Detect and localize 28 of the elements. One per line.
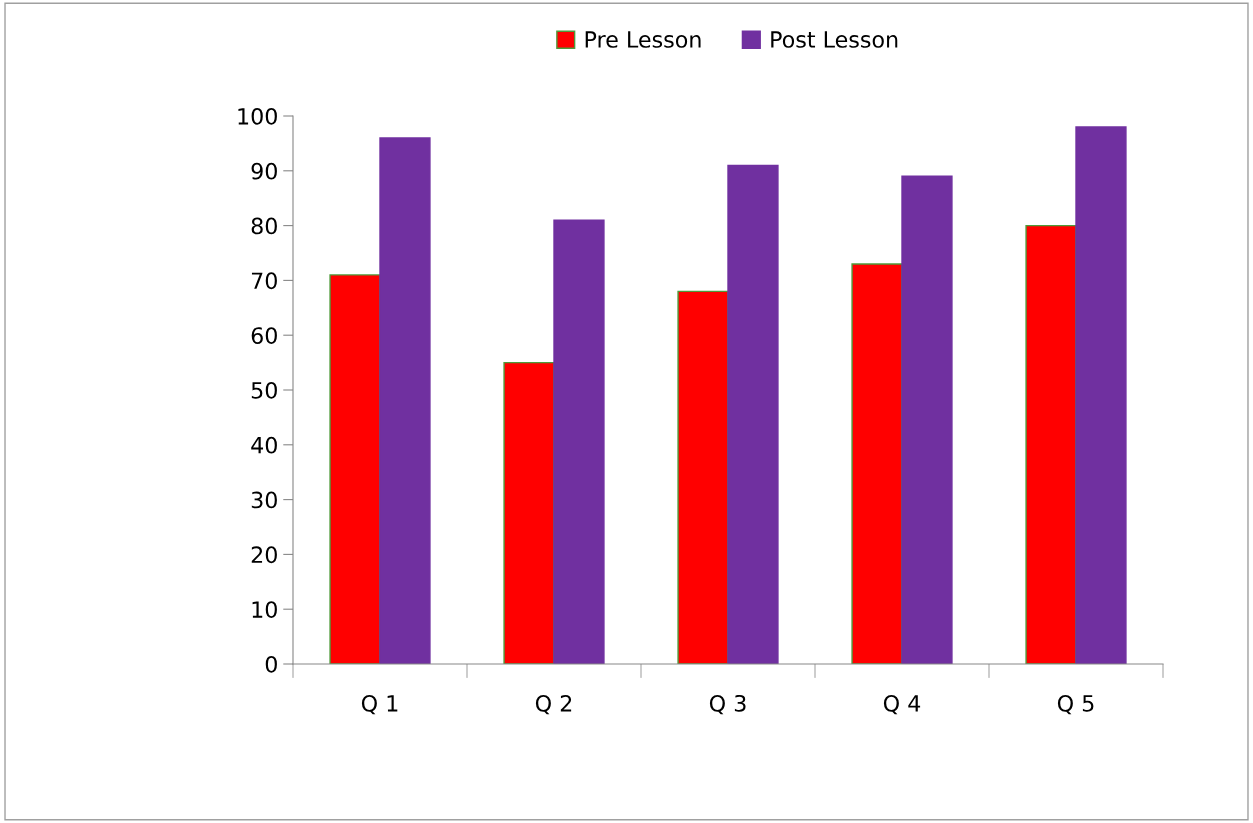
bar — [379, 137, 431, 664]
y-tick-label: 10 — [252, 601, 277, 618]
y-tick-label: 100 — [238, 107, 277, 125]
y-tick-label: 90 — [251, 162, 277, 180]
bar — [1025, 224, 1077, 664]
x-tick-label: Q 4 — [883, 694, 921, 715]
bar — [1075, 126, 1127, 664]
y-tick-label: 80 — [251, 217, 277, 235]
x-tick-label: Q 1 — [361, 694, 398, 715]
x-tick-label: Q 3 — [709, 694, 746, 715]
y-tick-label: 60 — [251, 327, 277, 344]
legend-label: Post Lesson — [771, 31, 898, 48]
bar — [553, 219, 605, 664]
bar — [503, 361, 555, 664]
y-tick-label: 0 — [265, 655, 277, 673]
y-tick-label: 20 — [251, 546, 277, 564]
bar — [677, 290, 729, 664]
bar — [329, 274, 381, 664]
legend-label: Pre Lesson — [585, 31, 701, 48]
bar — [901, 175, 953, 664]
x-tick-label: Q 5 — [1057, 694, 1094, 715]
y-tick-label: 30 — [251, 491, 277, 509]
bar — [727, 164, 779, 664]
bar — [851, 263, 903, 664]
y-tick-label: 40 — [251, 436, 277, 454]
y-tick-label: 70 — [251, 272, 277, 290]
y-tick-label: 50 — [251, 381, 277, 399]
x-tick-label: Q 2 — [535, 694, 572, 715]
